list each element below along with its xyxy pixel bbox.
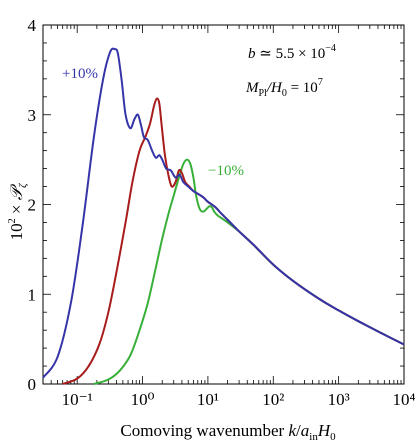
x-tick-label: 10⁴ [393, 390, 416, 409]
y-axis-title-times: × [7, 200, 26, 218]
y-tick-label: 0 [28, 375, 37, 394]
x-tick-label: 10³ [328, 390, 350, 409]
x-axis-title-text: Comoving wavenumber [120, 421, 288, 440]
y-axis-title-sub: ζ [17, 182, 29, 188]
series-label-plus10: +10% [62, 66, 98, 82]
series-line-plus10 [42, 47, 405, 379]
x-tick-label: 10⁰ [131, 390, 155, 409]
x-axis-title-in: in [309, 431, 318, 443]
x-tick-label: 10⁻¹ [62, 390, 93, 409]
y-tick-label: 2 [28, 196, 37, 215]
y-tick-label: 3 [28, 106, 37, 125]
x-tick-label: 10² [262, 390, 284, 409]
annotation-m-exp: 7 [318, 77, 323, 88]
annotation-b-rest: ≃ 5.5 × 10 [256, 46, 326, 62]
annotation-b-exp: −4 [325, 43, 336, 54]
y-axis-title-exp: 2 [7, 218, 18, 223]
y-axis-title: 102 × 𝒫ζ [7, 182, 29, 240]
x-tick-label: 10¹ [197, 390, 219, 409]
x-axis-title-slash: / [296, 421, 301, 440]
series-line-baseline [62, 97, 405, 385]
annotation-m-sub0: 0 [282, 88, 287, 99]
y-axis-title-ten: 10 [7, 223, 26, 240]
y-tick-label: 1 [28, 285, 37, 304]
annotation-b-symbol: b [248, 46, 256, 62]
annotation-m-mid: /H [266, 80, 283, 96]
x-axis-title-H: H [317, 421, 332, 440]
x-axis-title-zero: 0 [330, 431, 336, 443]
x-axis-title: Comoving wavenumber k/ainH0 [120, 421, 336, 443]
series-label-minus10: −10% [208, 163, 244, 179]
annotation-m-symbol: M [245, 80, 260, 96]
x-axis-title-a: a [301, 421, 310, 440]
y-tick-label: 4 [28, 16, 37, 35]
annotation-m-rest: = 10 [287, 80, 318, 96]
annotation-b-value: b ≃ 5.5 × 10−4 [248, 43, 336, 62]
x-axis-title-k: k [288, 421, 296, 440]
series-group [42, 47, 405, 385]
annotation-m-sub: Pl [259, 88, 268, 99]
axis-ticks: 10⁻¹ 10⁰ 10¹ 10² 10³ 10⁴ 0 1 2 3 4 [28, 16, 416, 409]
annotation-mass-ratio: MPl/H0 = 107 [245, 77, 323, 99]
series-line-minus10 [93, 158, 405, 385]
